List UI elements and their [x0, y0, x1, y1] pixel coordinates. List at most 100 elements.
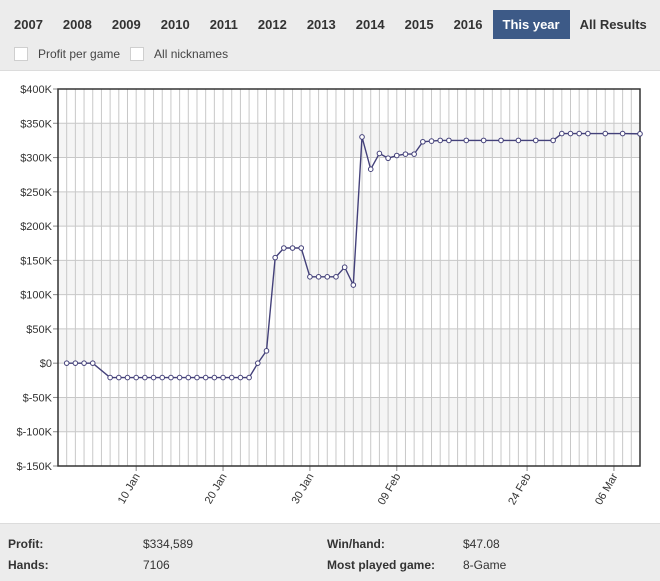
data-point: [585, 130, 591, 137]
all-nicknames-checkbox[interactable]: [130, 47, 145, 61]
x-tick-label: 10 Jan: [116, 472, 143, 507]
year-tab-2013[interactable]: 2013: [306, 17, 336, 32]
year-tab-2010[interactable]: 2010: [160, 17, 190, 32]
data-point: [298, 245, 305, 251]
data-point: [637, 131, 643, 137]
y-tick-label: $-50K: [23, 392, 53, 404]
data-point: [211, 374, 218, 381]
data-point: [272, 254, 278, 261]
chart-band: [58, 328, 640, 364]
data-point: [150, 374, 157, 381]
year-tab-all-results[interactable]: All Results: [579, 17, 647, 32]
data-point: [194, 374, 200, 381]
data-point: [133, 374, 139, 381]
data-point: [393, 152, 400, 159]
y-tick-label: $300K: [20, 153, 52, 165]
year-tab-this-year[interactable]: This year: [492, 10, 570, 39]
data-point: [168, 374, 174, 381]
data-point: [498, 137, 504, 144]
year-tab-2011[interactable]: 2011: [209, 17, 238, 32]
all-nicknames-option[interactable]: All nicknames: [130, 47, 228, 61]
profit-per-game-label: Profit per game: [38, 47, 121, 61]
profit-chart-svg: $400K $350K $300K $250K $200K $150K $100K $50K $…: [17, 84, 643, 508]
data-point: [385, 155, 391, 162]
data-point: [350, 282, 357, 288]
year-tab-2014[interactable]: 2014: [355, 17, 385, 32]
year-tab-2015[interactable]: 2015: [404, 17, 434, 32]
data-point: [63, 360, 70, 366]
plot-frame: [57, 88, 641, 467]
data-point: [559, 130, 565, 137]
most-played-label: Most played game:: [327, 558, 436, 572]
year-tab-2016[interactable]: 2016: [453, 17, 483, 32]
data-point: [315, 274, 322, 280]
x-tick-label: 09 Feb: [376, 472, 404, 508]
profit-value: $334,589: [143, 537, 194, 551]
y-tick-label: $50K: [26, 324, 52, 336]
data-point: [254, 360, 261, 366]
data-point: [411, 151, 417, 157]
profit-chart: $400K $350K $300K $250K $200K $150K $100K $50K $…: [0, 71, 660, 521]
data-point: [263, 348, 270, 354]
profit-per-game-checkbox[interactable]: [14, 47, 28, 61]
x-tick-label: 30 Jan: [290, 472, 317, 507]
data-point: [281, 245, 287, 251]
data-point: [437, 137, 444, 144]
data-point: [446, 137, 452, 144]
data-point: [367, 166, 374, 172]
data-point: [202, 374, 209, 381]
all-nicknames-label: All nicknames: [154, 47, 229, 61]
data-point: [246, 374, 252, 381]
y-tick-label: $-150K: [17, 461, 53, 473]
data-point: [420, 138, 426, 145]
year-tabs: 2007 2008 2009 2010 2011 2012 2013 2014 2015 2016…: [4, 10, 657, 39]
data-point: [463, 137, 470, 144]
data-point: [176, 374, 183, 381]
data-point: [428, 138, 435, 144]
data-point: [359, 134, 365, 140]
data-point: [515, 137, 522, 144]
data-point: [89, 360, 96, 366]
y-tick-label: $250K: [20, 187, 52, 199]
data-point: [159, 374, 166, 381]
profit-label: Profit:: [8, 537, 44, 551]
data-point: [307, 274, 313, 280]
data-point: [81, 360, 87, 366]
hands-value: 7106: [143, 558, 170, 572]
data-point: [619, 130, 626, 137]
data-point: [402, 151, 409, 157]
y-tick-label: $-100K: [17, 427, 53, 439]
year-tab-2008[interactable]: 2008: [62, 17, 92, 32]
y-tick-label: $150K: [20, 255, 52, 267]
year-tab-2007[interactable]: 2007: [14, 17, 43, 32]
data-point: [142, 374, 148, 381]
winhand-label: Win/hand:: [327, 537, 385, 551]
x-tick-label: 06 Mar: [593, 471, 621, 507]
data-point: [324, 274, 331, 280]
profit-per-game-option[interactable]: Profit per game: [14, 47, 120, 61]
data-point: [567, 130, 574, 137]
y-tick-label: $200K: [20, 221, 52, 233]
y-tick-label: $350K: [20, 118, 52, 130]
data-point: [376, 150, 383, 157]
data-point: [220, 374, 226, 381]
data-point: [289, 245, 296, 251]
winhand-value: $47.08: [463, 537, 500, 551]
filter-panel: 2007 2008 2009 2010 2011 2012 2013 2014 2015 2016…: [0, 0, 660, 71]
filter-options: Profit per game All nicknames: [14, 47, 238, 61]
data-point: [602, 130, 609, 137]
hands-label: Hands:: [8, 558, 49, 572]
data-point: [341, 264, 348, 271]
year-tab-2012[interactable]: 2012: [257, 17, 287, 32]
x-tick-label: 24 Feb: [506, 472, 534, 508]
year-tab-2009[interactable]: 2009: [111, 17, 141, 32]
data-point: [576, 130, 582, 137]
data-point: [237, 374, 244, 381]
data-point: [550, 137, 556, 144]
x-tick-label: 20 Jan: [203, 472, 230, 507]
data-point: [72, 360, 79, 366]
data-point: [185, 374, 192, 381]
stats-panel: Profit: $334,589 Win/hand: $47.08 Hands:…: [0, 523, 660, 581]
data-point: [480, 137, 487, 144]
data-point: [124, 374, 131, 381]
